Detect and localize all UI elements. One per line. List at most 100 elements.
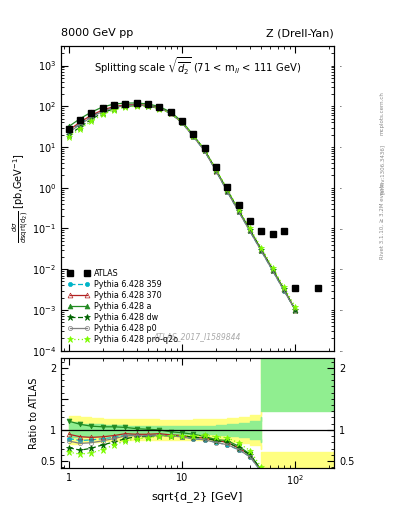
Pythia 6.428 359 bbox=[112, 104, 116, 110]
Pythia 6.428 359 bbox=[157, 105, 162, 111]
ATLAS bbox=[259, 228, 264, 234]
Pythia 6.428 a bbox=[259, 247, 264, 253]
ATLAS bbox=[236, 202, 241, 208]
ATLAS bbox=[157, 103, 162, 110]
Pythia 6.428 pro-q2o bbox=[225, 186, 230, 193]
Pythia 6.428 370 bbox=[293, 307, 298, 313]
Pythia 6.428 359 bbox=[101, 108, 105, 114]
Pythia 6.428 dw bbox=[293, 307, 298, 313]
Pythia 6.428 p0 bbox=[89, 114, 94, 120]
Pythia 6.428 pro-q2o bbox=[191, 133, 196, 139]
Pythia 6.428 dw bbox=[248, 227, 252, 233]
Pythia 6.428 370 bbox=[236, 208, 241, 214]
Pythia 6.428 a bbox=[180, 119, 184, 125]
Pythia 6.428 359 bbox=[202, 148, 207, 154]
Pythia 6.428 pro-q2o bbox=[134, 103, 139, 109]
ATLAS bbox=[123, 101, 128, 107]
Pythia 6.428 dw bbox=[123, 103, 128, 110]
Pythia 6.428 pro-q2o bbox=[66, 134, 71, 140]
Pythia 6.428 pro-q2o bbox=[293, 304, 298, 310]
Pythia 6.428 dw bbox=[202, 147, 207, 154]
Pythia 6.428 370 bbox=[123, 102, 128, 108]
Pythia 6.428 370 bbox=[225, 188, 230, 194]
Pythia 6.428 pro-q2o bbox=[157, 105, 162, 112]
Pythia 6.428 dw bbox=[236, 208, 241, 214]
Pythia 6.428 pro-q2o bbox=[168, 110, 173, 116]
ATLAS bbox=[293, 285, 298, 291]
Pythia 6.428 p0 bbox=[259, 248, 264, 254]
ATLAS bbox=[225, 184, 230, 190]
Pythia 6.428 p0 bbox=[157, 105, 162, 112]
Pythia 6.428 dw bbox=[225, 188, 230, 194]
Pythia 6.428 p0 bbox=[202, 148, 207, 154]
Pythia 6.428 a bbox=[112, 101, 116, 107]
ATLAS bbox=[66, 126, 71, 132]
Pythia 6.428 370 bbox=[180, 119, 184, 125]
Pythia 6.428 370 bbox=[214, 167, 219, 174]
Pythia 6.428 dw bbox=[89, 116, 94, 122]
Pythia 6.428 370 bbox=[282, 286, 286, 292]
Pythia 6.428 a bbox=[146, 101, 151, 107]
Pythia 6.428 a bbox=[236, 207, 241, 214]
Pythia 6.428 370 bbox=[89, 112, 94, 118]
Text: Splitting scale $\sqrt{\overline{d_2}}$ (71 < m$_{ll}$ < 111 GeV): Splitting scale $\sqrt{\overline{d_2}}$ … bbox=[94, 55, 301, 76]
Pythia 6.428 dw bbox=[168, 110, 173, 116]
Pythia 6.428 dw bbox=[146, 103, 151, 109]
Line: Pythia 6.428 a: Pythia 6.428 a bbox=[66, 100, 298, 312]
Text: 8000 GeV pp: 8000 GeV pp bbox=[61, 29, 133, 38]
Text: ATLAS_2017_I1589844: ATLAS_2017_I1589844 bbox=[154, 333, 241, 342]
Pythia 6.428 359 bbox=[282, 287, 286, 293]
Pythia 6.428 dw bbox=[214, 167, 219, 174]
Line: ATLAS: ATLAS bbox=[66, 100, 321, 291]
ATLAS bbox=[214, 164, 219, 170]
Pythia 6.428 359 bbox=[191, 134, 196, 140]
Text: [arXiv:1306.3436]: [arXiv:1306.3436] bbox=[380, 144, 385, 194]
Line: Pythia 6.428 dw: Pythia 6.428 dw bbox=[66, 102, 298, 313]
Pythia 6.428 359 bbox=[78, 120, 83, 126]
Pythia 6.428 p0 bbox=[78, 121, 83, 127]
Pythia 6.428 pro-q2o bbox=[248, 225, 252, 231]
Line: Pythia 6.428 359: Pythia 6.428 359 bbox=[67, 103, 298, 312]
ATLAS bbox=[101, 104, 105, 111]
Pythia 6.428 p0 bbox=[134, 102, 139, 108]
Pythia 6.428 pro-q2o bbox=[236, 206, 241, 212]
ATLAS bbox=[248, 218, 252, 224]
Pythia 6.428 359 bbox=[214, 168, 219, 174]
Pythia 6.428 pro-q2o bbox=[123, 104, 128, 110]
ATLAS bbox=[191, 131, 196, 137]
Pythia 6.428 370 bbox=[270, 267, 275, 273]
Pythia 6.428 p0 bbox=[168, 110, 173, 116]
Pythia 6.428 359 bbox=[168, 110, 173, 116]
Legend: ATLAS, Pythia 6.428 359, Pythia 6.428 370, Pythia 6.428 a, Pythia 6.428 dw, Pyth: ATLAS, Pythia 6.428 359, Pythia 6.428 37… bbox=[65, 267, 180, 347]
Pythia 6.428 pro-q2o bbox=[202, 146, 207, 153]
Pythia 6.428 370 bbox=[134, 101, 139, 108]
Pythia 6.428 a bbox=[78, 115, 83, 121]
ATLAS bbox=[180, 118, 184, 124]
Pythia 6.428 a bbox=[293, 307, 298, 313]
Pythia 6.428 359 bbox=[248, 228, 252, 234]
Pythia 6.428 pro-q2o bbox=[101, 112, 105, 118]
Text: mcplots.cern.ch: mcplots.cern.ch bbox=[380, 91, 385, 135]
Pythia 6.428 359 bbox=[89, 113, 94, 119]
ATLAS bbox=[316, 285, 320, 291]
Pythia 6.428 a bbox=[214, 167, 219, 173]
Pythia 6.428 370 bbox=[248, 227, 252, 233]
Pythia 6.428 dw bbox=[101, 110, 105, 116]
Pythia 6.428 370 bbox=[259, 247, 264, 253]
Pythia 6.428 dw bbox=[78, 124, 83, 130]
Pythia 6.428 pro-q2o bbox=[89, 118, 94, 124]
Pythia 6.428 pro-q2o bbox=[180, 119, 184, 125]
Pythia 6.428 p0 bbox=[123, 102, 128, 109]
Pythia 6.428 359 bbox=[293, 307, 298, 313]
Pythia 6.428 dw bbox=[134, 102, 139, 109]
Pythia 6.428 dw bbox=[66, 132, 71, 138]
Pythia 6.428 pro-q2o bbox=[146, 103, 151, 110]
Pythia 6.428 p0 bbox=[214, 168, 219, 174]
Pythia 6.428 359 bbox=[236, 208, 241, 215]
ATLAS bbox=[168, 109, 173, 115]
Pythia 6.428 a bbox=[101, 104, 105, 110]
Pythia 6.428 370 bbox=[157, 104, 162, 111]
Pythia 6.428 p0 bbox=[282, 287, 286, 293]
ATLAS bbox=[112, 102, 116, 108]
Pythia 6.428 pro-q2o bbox=[259, 245, 264, 251]
